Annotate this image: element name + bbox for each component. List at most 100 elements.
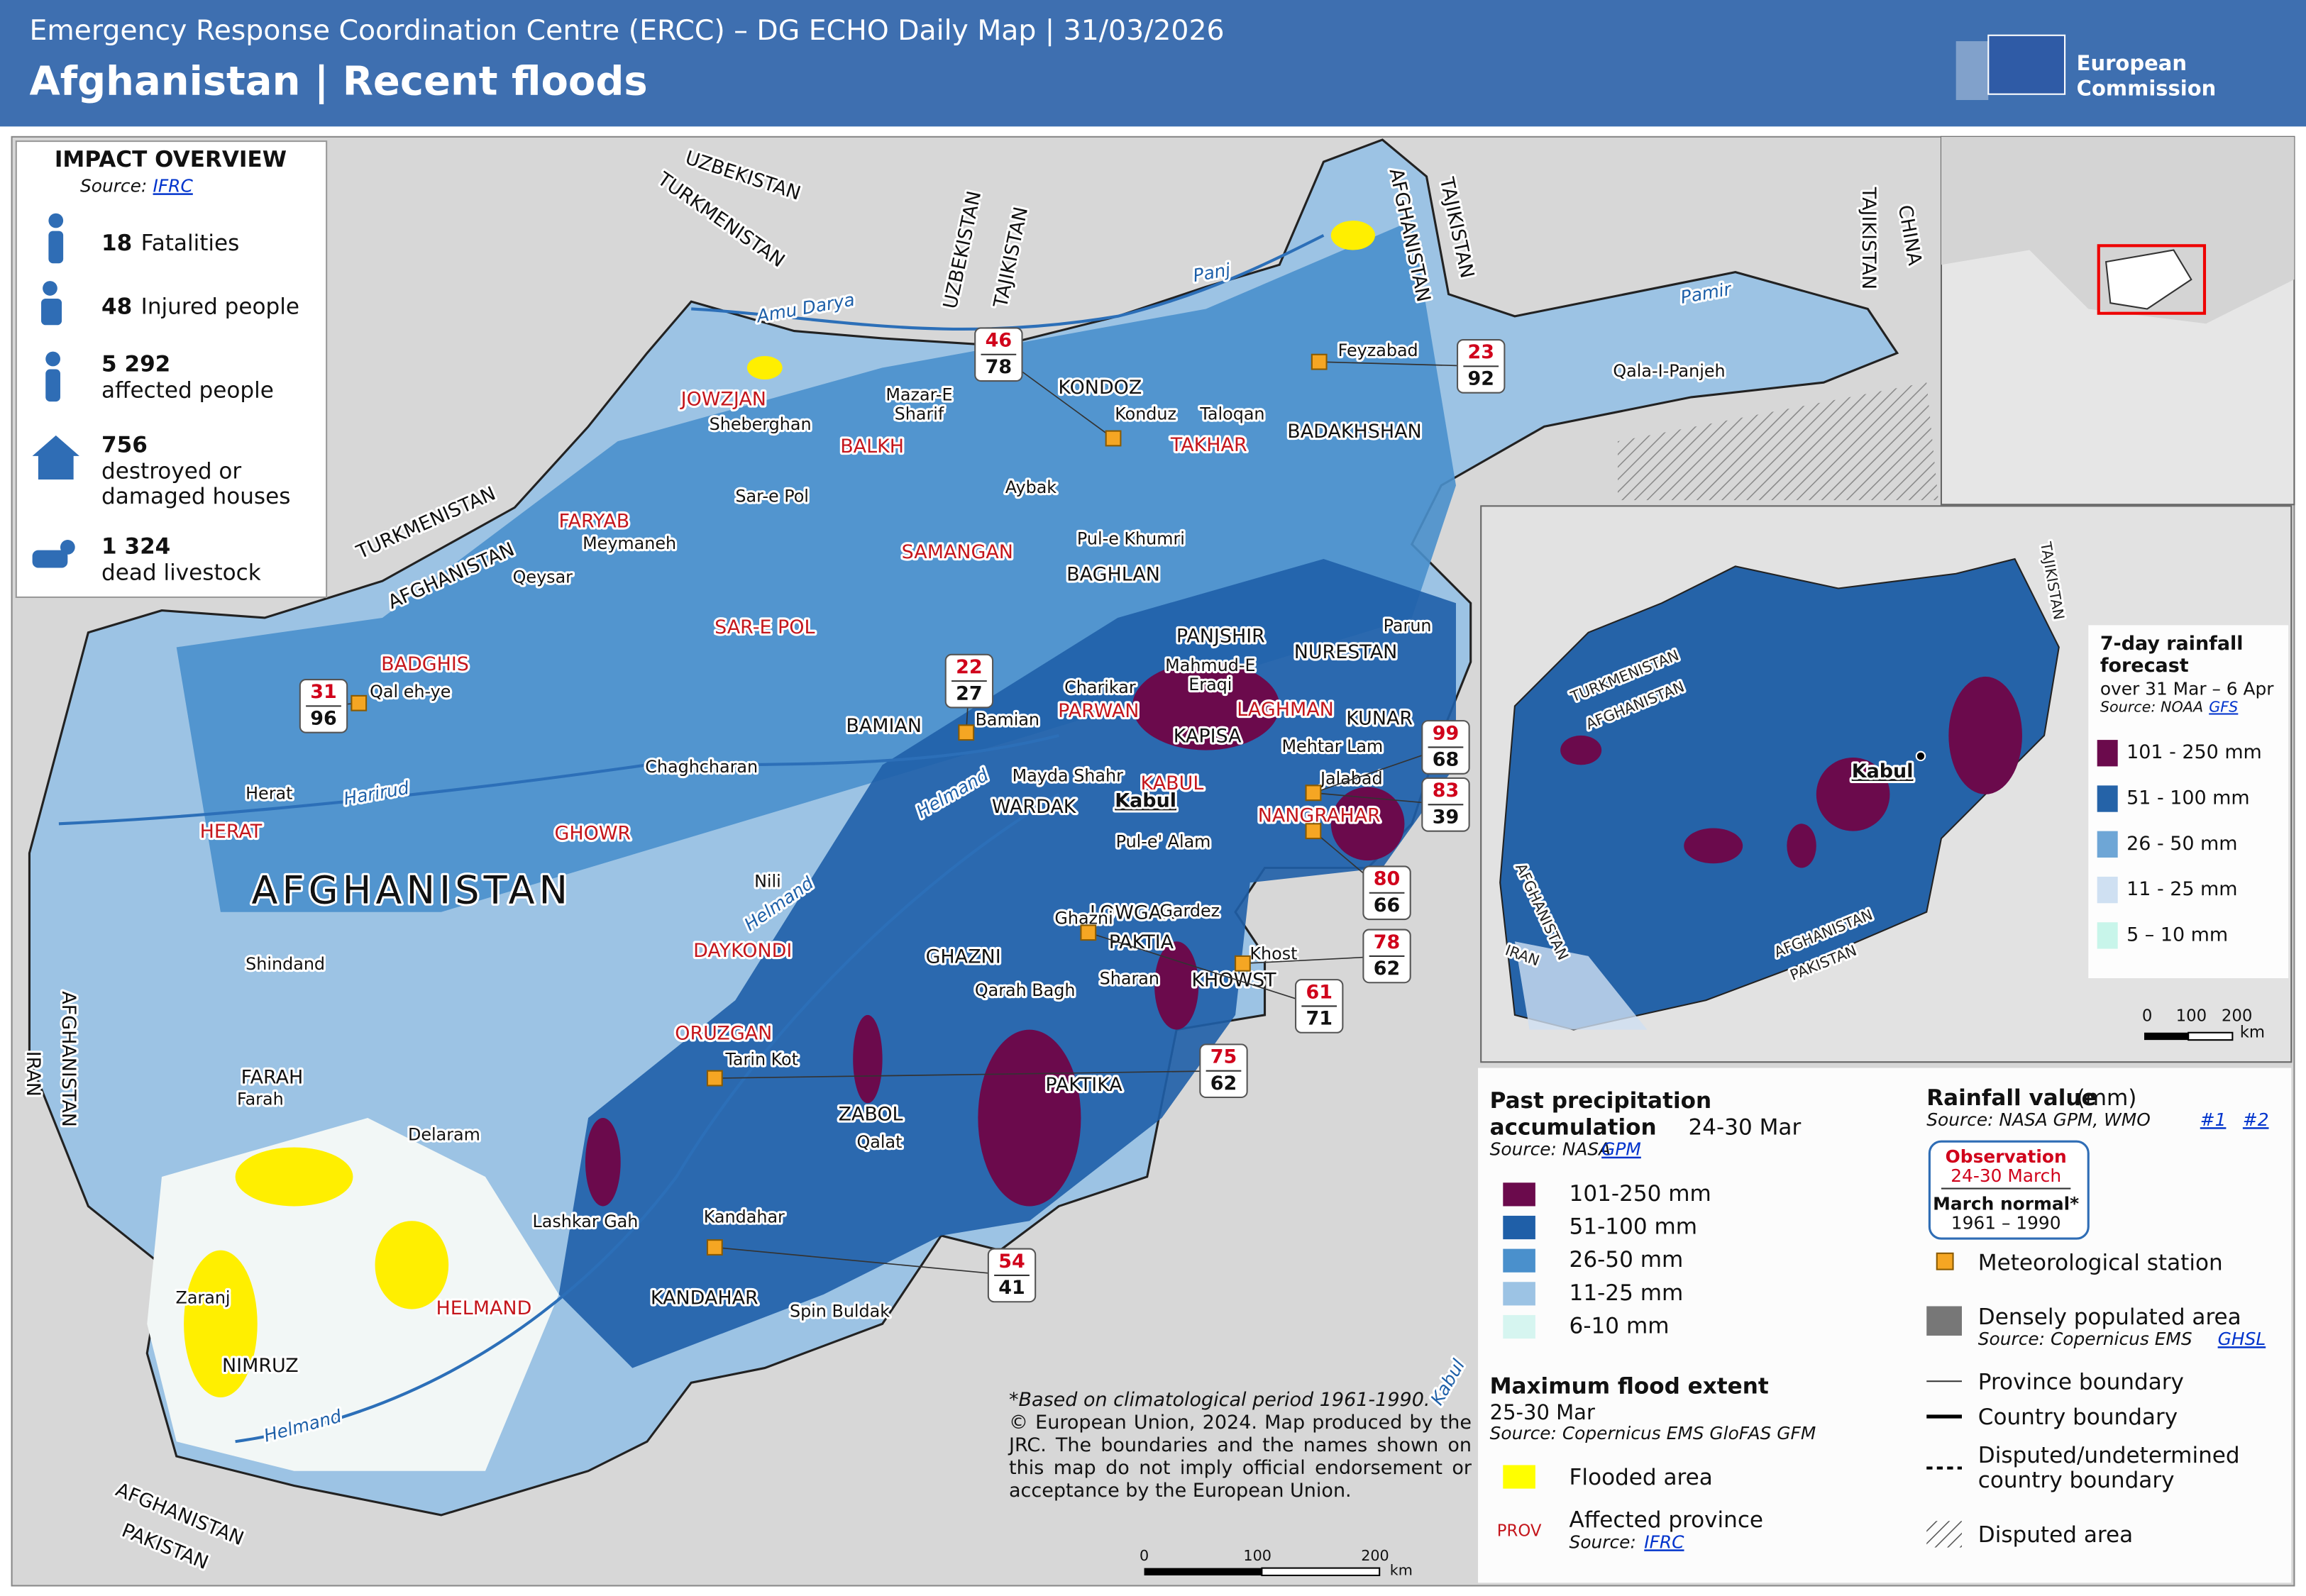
city: Mahmud-E bbox=[1165, 655, 1255, 675]
legend-source: Source: bbox=[1569, 1531, 1636, 1552]
legend-label: country boundary bbox=[1978, 1468, 2175, 1493]
city: Mayda Shahr bbox=[1013, 765, 1123, 785]
city: Jalabad bbox=[1319, 769, 1383, 789]
country-label: TAJIKISTAN bbox=[1858, 187, 1880, 289]
station-icon bbox=[1235, 955, 1251, 972]
impact-value: 5 292 bbox=[101, 351, 170, 377]
station-observation: 46 bbox=[986, 330, 1012, 352]
inset-scale-label: 0 bbox=[2142, 1007, 2153, 1025]
legend-label: Disputed area bbox=[1978, 1522, 2133, 1548]
city: Parun bbox=[1384, 616, 1432, 636]
station-icon bbox=[1305, 823, 1322, 840]
impact-value: 756 bbox=[101, 432, 148, 458]
scale-bar bbox=[1144, 1567, 1381, 1577]
impact-label: dead livestock bbox=[101, 560, 261, 586]
station-icon bbox=[706, 1239, 723, 1256]
affected-province: PARWAN bbox=[1058, 700, 1139, 722]
station-normal: 62 bbox=[1374, 958, 1400, 980]
affected-province: GHOWR bbox=[554, 822, 631, 844]
country-name: AFGHANISTAN bbox=[252, 868, 573, 912]
legend-panel bbox=[1478, 1068, 2292, 1583]
station-observation: 22 bbox=[956, 656, 982, 678]
affected-province: LAGHMAN bbox=[1237, 699, 1333, 721]
legend-station-sample bbox=[1928, 1140, 2090, 1240]
station-observation: 31 bbox=[310, 681, 336, 703]
station-normal: 78 bbox=[986, 356, 1012, 378]
inset-capital: Kabul bbox=[1852, 760, 1914, 782]
province: ZABOL bbox=[838, 1103, 903, 1125]
station-icon bbox=[1105, 430, 1122, 447]
legend-source: Source: NASA GPM, WMO bbox=[1926, 1109, 2151, 1130]
affected-province: DAYKONDI bbox=[693, 940, 792, 962]
legend-disputed-swatch bbox=[1926, 1521, 1962, 1548]
station-normal: 66 bbox=[1374, 894, 1400, 916]
legend-source: Source: Copernicus EMS bbox=[1978, 1329, 2192, 1349]
legend-period: 25-30 Mar bbox=[1490, 1400, 1595, 1424]
forecast-legend-swatch bbox=[2097, 740, 2118, 767]
scale-label: km bbox=[1390, 1562, 1413, 1579]
city: Bamian bbox=[976, 710, 1039, 730]
city: Pul-e' Alam bbox=[1116, 832, 1211, 852]
station-normal: 27 bbox=[956, 682, 982, 704]
precip-legend-swatch bbox=[1503, 1248, 1535, 1273]
flood-legend-swatch bbox=[1503, 1465, 1535, 1489]
station-normal: 62 bbox=[1210, 1073, 1237, 1095]
impact-source-link: IFRC bbox=[153, 175, 194, 196]
station-icon bbox=[1305, 785, 1322, 802]
header-subtitle: Emergency Response Coordination Centre (… bbox=[29, 14, 1224, 47]
legend-observation-period: 24-30 March bbox=[1951, 1165, 2061, 1186]
forecast-legend-label: 101 - 250 mm bbox=[2126, 741, 2262, 763]
precip-legend-swatch bbox=[1503, 1182, 1535, 1207]
city: Aybak bbox=[1005, 477, 1057, 497]
inset-scale-bar bbox=[2144, 1031, 2234, 1041]
precip-low bbox=[147, 1118, 559, 1471]
affected-province: SAMANGAN bbox=[902, 541, 1013, 563]
legend-source: Source: NASA bbox=[1490, 1139, 1611, 1160]
legend-label: Densely populated area bbox=[1978, 1304, 2241, 1330]
legend-title: accumulation bbox=[1490, 1115, 1657, 1141]
city: Taloqan bbox=[1199, 404, 1264, 423]
precip-legend-swatch bbox=[1503, 1282, 1535, 1306]
station-icon bbox=[1311, 353, 1328, 370]
province: NIMRUZ bbox=[222, 1355, 299, 1377]
disclaimer-note: *Based on climatological period 1961-199… bbox=[1009, 1389, 1430, 1411]
impact-label: Injured people bbox=[141, 294, 299, 319]
legend-title: Rainfall value bbox=[1926, 1085, 2096, 1111]
affected-province: NANGRAHAR bbox=[1258, 804, 1381, 826]
impact-title: IMPACT OVERVIEW bbox=[55, 147, 287, 172]
impact-label: Fatalities bbox=[141, 231, 240, 256]
legend-label: Province boundary bbox=[1978, 1369, 2184, 1395]
province: KUNAR bbox=[1346, 708, 1413, 730]
station-icon bbox=[958, 724, 975, 741]
city: Sar-e Pol bbox=[735, 486, 809, 506]
affected-province: SAR-E POL bbox=[715, 616, 815, 638]
forecast-legend-swatch bbox=[2097, 922, 2118, 949]
station-leader bbox=[715, 1246, 1013, 1276]
station-normal: 39 bbox=[1433, 806, 1459, 828]
inset-scale-label: 100 bbox=[2176, 1007, 2207, 1025]
impact-value: 48 bbox=[101, 294, 132, 319]
station-icon bbox=[1080, 924, 1097, 941]
forecast-legend-box bbox=[2088, 625, 2289, 979]
forecast-legend-label: 26 - 50 mm bbox=[2126, 833, 2237, 855]
precip-legend-label: 51-100 mm bbox=[1569, 1214, 1697, 1240]
city: Charikar bbox=[1064, 677, 1136, 697]
impact-label: damaged houses bbox=[101, 484, 290, 509]
affected-province: ORUZGAN bbox=[675, 1022, 772, 1044]
country-label: AFGHANISTAN bbox=[57, 991, 79, 1127]
city: Nili bbox=[754, 872, 781, 892]
disclaimer-text: © European Union, 2024. Map produced by … bbox=[1009, 1412, 1472, 1502]
city: Qeysar bbox=[513, 567, 573, 587]
legend-source-link: #1 bbox=[2200, 1109, 2227, 1130]
inset-capital-marker bbox=[1915, 750, 1926, 762]
logo-text: European bbox=[2077, 51, 2187, 75]
station-observation: 54 bbox=[998, 1251, 1025, 1273]
city: Chaghcharan bbox=[645, 757, 758, 777]
inset-scale-label: km bbox=[2240, 1023, 2265, 1041]
city: Mehtar Lam bbox=[1282, 736, 1384, 756]
province: WARDAK bbox=[992, 796, 1077, 818]
forecast-legend-swatch bbox=[2097, 876, 2118, 904]
province: BADAKHSHAN bbox=[1287, 421, 1421, 443]
precip-legend-label: 101-250 mm bbox=[1569, 1181, 1711, 1207]
